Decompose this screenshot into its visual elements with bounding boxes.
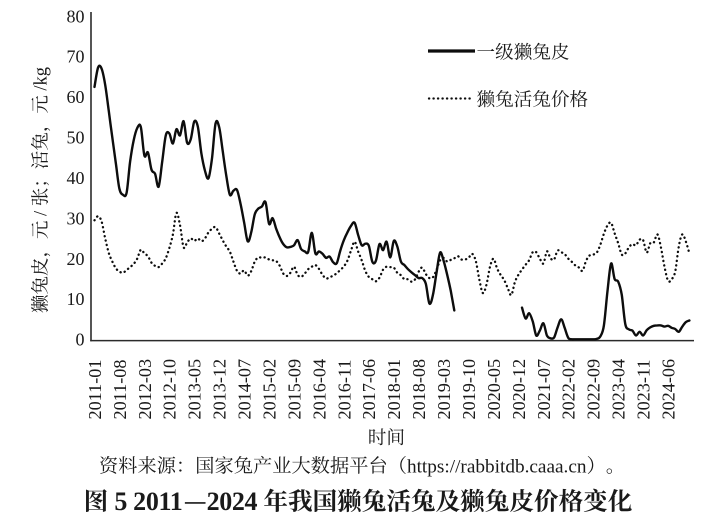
svg-text:2014-07: 2014-07 bbox=[235, 359, 255, 420]
svg-text:2024: 2024 bbox=[207, 487, 264, 516]
svg-text:80: 80 bbox=[67, 6, 85, 26]
svg-text:2020-05: 2020-05 bbox=[484, 359, 504, 420]
svg-text:2012-03: 2012-03 bbox=[135, 359, 155, 420]
svg-text:60: 60 bbox=[67, 87, 85, 107]
svg-text:https://rabbitdb.caaa.cn: https://rabbitdb.caaa.cn bbox=[407, 456, 587, 477]
svg-text:0: 0 bbox=[76, 330, 85, 350]
svg-text:70: 70 bbox=[67, 47, 85, 67]
svg-text:2018-08: 2018-08 bbox=[409, 359, 429, 420]
svg-text:2022-09: 2022-09 bbox=[584, 359, 604, 420]
svg-text:2016-11: 2016-11 bbox=[334, 360, 354, 420]
svg-text:2012-10: 2012-10 bbox=[160, 359, 180, 420]
svg-text:40: 40 bbox=[67, 168, 85, 188]
svg-text:2023-04: 2023-04 bbox=[609, 359, 629, 420]
svg-text:2011-08: 2011-08 bbox=[110, 360, 130, 420]
svg-text:2022-02: 2022-02 bbox=[559, 359, 579, 420]
svg-text:2015-09: 2015-09 bbox=[284, 359, 304, 420]
svg-text:2021-07: 2021-07 bbox=[534, 359, 554, 420]
svg-text:50: 50 bbox=[67, 128, 85, 148]
svg-text:2015-02: 2015-02 bbox=[259, 359, 279, 420]
svg-text:2024-06: 2024-06 bbox=[658, 359, 678, 420]
svg-text:2013-05: 2013-05 bbox=[185, 359, 205, 420]
svg-text:2017-06: 2017-06 bbox=[359, 359, 379, 420]
svg-text:2023-11: 2023-11 bbox=[634, 360, 654, 420]
svg-text:2019-10: 2019-10 bbox=[459, 359, 479, 420]
svg-text:2020-12: 2020-12 bbox=[509, 359, 529, 420]
svg-text:/kg: /kg bbox=[32, 67, 52, 95]
svg-text:30: 30 bbox=[67, 208, 85, 228]
svg-text:20: 20 bbox=[67, 249, 85, 269]
svg-text:5 2011: 5 2011 bbox=[108, 487, 182, 516]
svg-text:2016-04: 2016-04 bbox=[309, 359, 329, 420]
svg-text:2018-01: 2018-01 bbox=[384, 359, 404, 420]
svg-text:2011-01: 2011-01 bbox=[85, 360, 105, 420]
svg-text:2013-12: 2013-12 bbox=[210, 359, 230, 420]
svg-text:10: 10 bbox=[67, 289, 85, 309]
svg-text:2019-03: 2019-03 bbox=[434, 359, 454, 420]
svg-text:/: / bbox=[32, 206, 52, 220]
